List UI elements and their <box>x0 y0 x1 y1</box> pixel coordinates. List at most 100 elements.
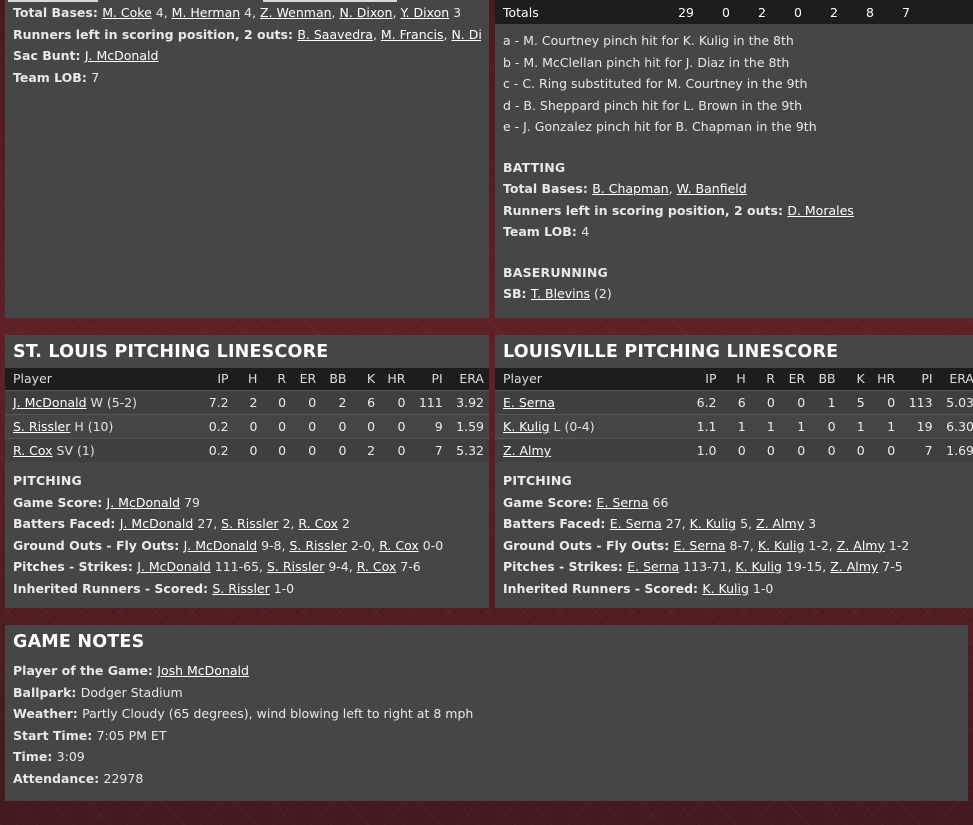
stat-era: 1.69 <box>937 438 973 462</box>
player-link[interactable]: J. McDonald <box>84 48 159 63</box>
player-link[interactable]: S. Rissler <box>289 537 347 553</box>
player-link[interactable]: R. Cox <box>356 559 397 574</box>
player-link[interactable]: Z. Almy <box>836 537 885 553</box>
player-link[interactable]: N. Dixon <box>339 5 393 20</box>
player-link[interactable]: K. Kulig <box>689 516 737 531</box>
player-link[interactable]: M. Herman <box>171 5 241 20</box>
player-link[interactable]: Y. Dixon <box>400 5 450 20</box>
column-header-h[interactable]: H <box>721 368 751 391</box>
column-header-ip[interactable]: IP <box>684 368 722 391</box>
stat-er: 0 <box>779 390 811 415</box>
note-line: Game Score: J. McDonald 79 <box>13 492 481 514</box>
stl-batting-notes-list: Total Bases: M. Coke 4, M. Herman 4, Z. … <box>13 2 481 88</box>
column-header-bb[interactable]: BB <box>810 368 841 391</box>
player-link[interactable]: J. McDonald <box>137 559 211 574</box>
player-link[interactable]: Z. Wenman <box>260 5 332 20</box>
column-header-er[interactable]: ER <box>779 368 811 391</box>
player-link[interactable]: D. Morales <box>787 202 854 218</box>
stat-k: 6 <box>351 390 381 415</box>
player-link[interactable]: Josh McDonald <box>157 663 249 678</box>
player-link[interactable]: M. Coke <box>102 5 152 20</box>
player-link[interactable]: J. McDonald <box>183 537 258 553</box>
column-header-hr[interactable]: HR <box>380 368 411 391</box>
column-header-k[interactable]: K <box>351 368 381 391</box>
column-header-pi[interactable]: PI <box>410 368 448 391</box>
column-header-player[interactable]: Player <box>495 368 685 391</box>
stat-value: 1-0 <box>269 580 295 596</box>
player-link[interactable]: J. McDonald <box>13 395 87 410</box>
column-header-hr[interactable]: HR <box>869 368 901 391</box>
player-link[interactable]: K. Kulig <box>735 559 782 574</box>
player-link[interactable]: S. Rissler <box>221 516 279 531</box>
stat-value: 7-5 <box>878 559 903 574</box>
player-link[interactable]: J. McDonald <box>106 494 181 510</box>
column-header-k[interactable]: K <box>840 368 870 391</box>
player-link[interactable]: R. Cox <box>13 443 53 458</box>
player-link[interactable]: J. McDonald <box>119 516 194 531</box>
column-header-er[interactable]: ER <box>291 368 322 391</box>
column-header-era[interactable]: ERA <box>937 368 973 391</box>
stat-value: 4, <box>151 5 172 20</box>
player-link[interactable]: K. Kulig <box>757 537 805 553</box>
note-line: Player of the Game: Josh McDonald <box>13 660 960 682</box>
note-label: Weather: <box>13 706 83 721</box>
stat-value: 22978 <box>103 770 144 786</box>
player-link[interactable]: E. Serna <box>609 516 662 531</box>
player-link[interactable]: Z. Almy <box>830 559 879 574</box>
stat-hr: 1 <box>869 414 901 439</box>
player-link[interactable]: E. Serna <box>503 395 555 410</box>
player-link[interactable]: R. Cox <box>298 516 338 531</box>
stat-pi: 7 <box>900 438 938 462</box>
player-link[interactable]: S. Rissler <box>266 559 325 574</box>
lou-batting-heading: BATTING <box>503 159 566 175</box>
player-link[interactable]: B. Saavedra <box>297 26 373 42</box>
column-header-r[interactable]: R <box>750 368 780 391</box>
stat-hr: 0 <box>380 414 411 439</box>
column-header-player[interactable]: Player <box>5 368 198 391</box>
column-header-r[interactable]: R <box>262 368 292 391</box>
note-label: Batters Faced: <box>13 516 120 531</box>
stat-value: , <box>443 26 452 42</box>
stat-r: 0 <box>262 390 292 415</box>
player-link[interactable]: K. Kulig <box>702 580 749 596</box>
player-link[interactable]: T. Blevins <box>530 286 591 301</box>
column-header-pi[interactable]: PI <box>900 368 938 391</box>
decision-suffix: SV (1) <box>52 443 95 458</box>
player-link[interactable]: K. Kulig <box>503 419 550 434</box>
player-link[interactable]: R. Cox <box>379 537 419 553</box>
player-link[interactable]: B. Chapman <box>592 181 669 196</box>
note-label: Total Bases: <box>13 5 103 20</box>
player-link[interactable]: N. Dixon <box>451 26 481 42</box>
stat-value: , <box>392 5 401 20</box>
stat-er: 1 <box>779 414 811 439</box>
stat-hr: 0 <box>380 438 411 462</box>
lou-batting-lines: Total Bases: B. Chapman, W. Banfield Runn… <box>503 178 971 243</box>
column-header-era[interactable]: ERA <box>447 368 489 391</box>
player-link[interactable]: E. Serna <box>673 537 726 553</box>
stat-value: (2) <box>590 286 612 301</box>
player-link[interactable]: W. Banfield <box>676 181 747 196</box>
stl-pitching-body: J. McDonald W (5-2) 7.2 2 0 0 2 6 0 111 3.92 S. Ri… <box>5 390 489 462</box>
totals-values: 29 0 2 0 2 8 7 <box>665 5 917 20</box>
column-header-h[interactable]: H <box>233 368 263 391</box>
note-line: Team LOB: 7 <box>13 67 481 89</box>
lou-notes-region: a - M. Courtney pinch hit for K. Kulig i… <box>495 24 973 305</box>
stat-value: 66 <box>648 494 669 510</box>
player-link[interactable]: E. Serna <box>627 559 680 574</box>
lou-pitching-notes-heading: PITCHING <box>503 473 572 488</box>
totals-label: Totals <box>503 4 539 20</box>
column-header-bb[interactable]: BB <box>321 368 352 391</box>
section-gap-2 <box>0 608 973 625</box>
player-link[interactable]: S. Rissler <box>13 419 71 434</box>
note-label: SB: <box>503 286 531 301</box>
stat-value: 3:09 <box>56 749 85 764</box>
player-link[interactable]: M. Francis <box>380 26 444 42</box>
game-notes-title: GAME NOTES <box>5 625 968 658</box>
player-link[interactable]: Z. Almy <box>756 516 805 531</box>
totals-value: 7 <box>902 4 910 20</box>
player-link[interactable]: Z. Almy <box>503 443 552 458</box>
player-link[interactable]: E. Serna <box>596 494 649 510</box>
column-header-ip[interactable]: IP <box>197 368 234 391</box>
stat-value: 4 <box>581 224 590 239</box>
player-link[interactable]: S. Rissler <box>212 580 270 596</box>
